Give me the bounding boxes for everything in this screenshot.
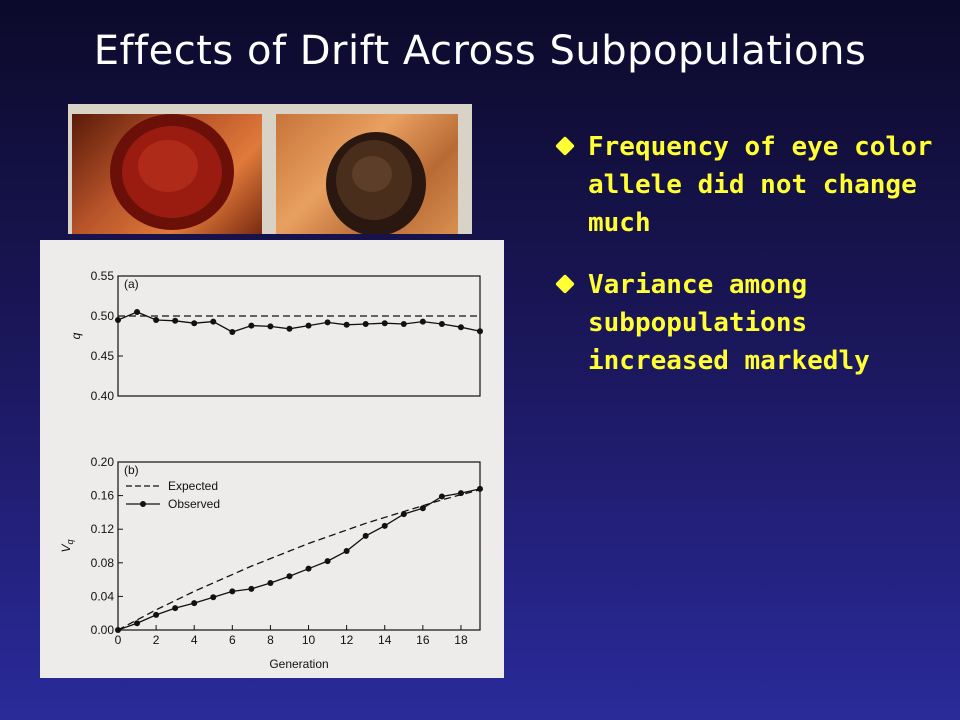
data-point — [115, 317, 121, 323]
data-point — [267, 579, 274, 586]
fly-photo-red-eye — [72, 114, 262, 234]
x-tick-label: 16 — [416, 633, 430, 647]
x-tick-label: 2 — [153, 633, 160, 647]
data-point — [210, 318, 217, 325]
data-point — [400, 321, 407, 327]
y-tick-label: 0.20 — [91, 455, 115, 469]
data-point — [267, 323, 274, 330]
data-point — [362, 532, 369, 539]
legend-marker — [140, 501, 146, 507]
y-tick-label: 0.40 — [91, 389, 115, 403]
x-tick-label: 10 — [302, 633, 316, 647]
data-point — [248, 322, 255, 329]
plot-frame — [117, 461, 481, 631]
data-point — [419, 505, 426, 512]
y-axis-label: Vq — [59, 539, 75, 552]
data-point — [400, 511, 407, 518]
bullet-text: Frequency of eye color allele did not ch… — [588, 132, 933, 238]
data-point — [381, 320, 388, 327]
data-point — [305, 322, 312, 329]
data-point — [248, 585, 255, 592]
chart-svg: 0.55 0.50 0.45 0.40 (a) q 0.20 0.16 0.12 0.08 0.04… — [59, 269, 483, 671]
fly-photos — [68, 104, 472, 234]
legend-label-expected: Expected — [168, 479, 218, 493]
series-line-observed — [117, 488, 481, 631]
legend-label-observed: Observed — [168, 497, 220, 511]
data-point — [229, 588, 236, 595]
data-point — [324, 558, 331, 565]
data-point — [153, 317, 160, 323]
y-tick-label: 0.12 — [91, 522, 115, 536]
x-tick-label: 4 — [191, 633, 198, 647]
bullet-item-variance: Variance among subpopulations increased … — [555, 266, 956, 380]
x-tick-label: 18 — [454, 633, 468, 647]
data-point — [343, 548, 350, 555]
bullet-list: Frequency of eye color allele did not ch… — [555, 128, 956, 404]
y-tick-label: 0.55 — [91, 269, 115, 283]
data-point — [477, 328, 483, 335]
data-point — [191, 600, 198, 607]
data-point — [305, 565, 312, 572]
y-tick-label: 0.04 — [91, 589, 115, 603]
panel-label: (a) — [124, 277, 139, 291]
data-point — [229, 329, 236, 335]
y-tick-label: 0.08 — [91, 556, 115, 570]
y-tick-label: 0.00 — [91, 623, 115, 637]
data-point — [134, 620, 141, 627]
x-axis-label: Generation — [269, 657, 328, 671]
data-point — [343, 321, 350, 328]
drift-chart: 0.55 0.50 0.45 0.40 (a) q 0.20 0.16 0.12 0.08 0.04… — [40, 240, 504, 678]
x-tick-label: 8 — [267, 633, 274, 647]
data-point — [153, 611, 160, 618]
data-point — [172, 605, 179, 612]
data-point — [286, 573, 293, 580]
data-point — [381, 522, 388, 529]
data-point — [438, 321, 445, 327]
y-tick-label: 0.45 — [91, 349, 115, 363]
panel-label: (b) — [124, 463, 139, 477]
data-point — [438, 493, 445, 500]
bullet-diamond-icon — [555, 136, 575, 156]
data-point — [324, 319, 331, 326]
x-tick-label: 14 — [378, 633, 392, 647]
bullet-text: Variance among subpopulations increased … — [588, 270, 870, 376]
data-point — [362, 321, 369, 327]
series-line-q — [117, 311, 481, 333]
data-point — [172, 317, 179, 324]
plot-frame — [117, 275, 481, 397]
data-point — [457, 324, 464, 331]
series-line-expected — [117, 489, 481, 631]
y-tick-label: 0.50 — [91, 309, 115, 323]
slide-title: Effects of Drift Across Subpopulations — [93, 28, 867, 74]
y-axis-label: q — [69, 332, 83, 339]
data-point — [419, 318, 426, 325]
fly-photo-dark-eye — [276, 114, 458, 234]
y-tick-label: 0.16 — [91, 489, 115, 503]
data-point — [477, 485, 483, 492]
data-point — [457, 490, 464, 497]
x-tick-label: 6 — [229, 633, 236, 647]
data-point — [210, 594, 217, 601]
data-point — [134, 309, 141, 315]
x-tick-label: 0 — [115, 633, 122, 647]
data-point — [286, 325, 293, 332]
data-point — [191, 320, 198, 327]
x-tick-label: 12 — [340, 633, 354, 647]
bullet-diamond-icon — [555, 274, 575, 294]
bullet-item-frequency: Frequency of eye color allele did not ch… — [555, 128, 956, 242]
